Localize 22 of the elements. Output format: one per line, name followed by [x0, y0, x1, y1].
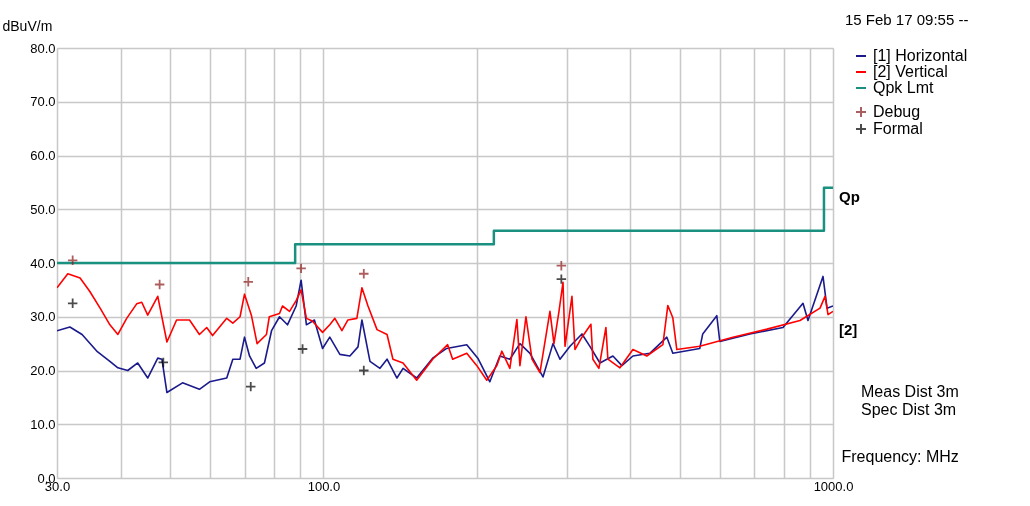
text: [2]	[839, 321, 858, 338]
legend-label: Formal	[873, 120, 923, 137]
text: Meas Dist 3m	[861, 383, 959, 400]
y-tick-label: 80.0	[30, 40, 56, 56]
y-tick-label: 60.0	[30, 148, 56, 163]
legend-label: Debug	[873, 103, 921, 120]
legend-label: [1] Horizontal	[873, 47, 968, 64]
text: Spec Dist 3m	[861, 401, 957, 418]
y-tick-label: 30.0	[30, 309, 56, 325]
legend-label: [2] Vertical	[873, 63, 948, 80]
annotation: Qp	[839, 187, 860, 205]
y-tick-label: 20.0	[30, 363, 56, 378]
y-tick-label: 70.0	[30, 94, 56, 110]
x-tick-label: 100.0	[307, 478, 341, 494]
legend-label: Qpk Lmt	[873, 79, 935, 96]
y-axis-title: dBuV/m	[2, 17, 53, 34]
x-axis-title: Frequency: MHz	[841, 447, 959, 465]
text: 15 Feb 17 09:55 --	[845, 11, 969, 28]
y-tick-label: 10.0	[30, 416, 56, 432]
x-tick-label: 1000.0	[813, 478, 854, 494]
y-tick-label: 40.0	[30, 255, 56, 271]
y-tick-label: 50.0	[30, 201, 56, 217]
